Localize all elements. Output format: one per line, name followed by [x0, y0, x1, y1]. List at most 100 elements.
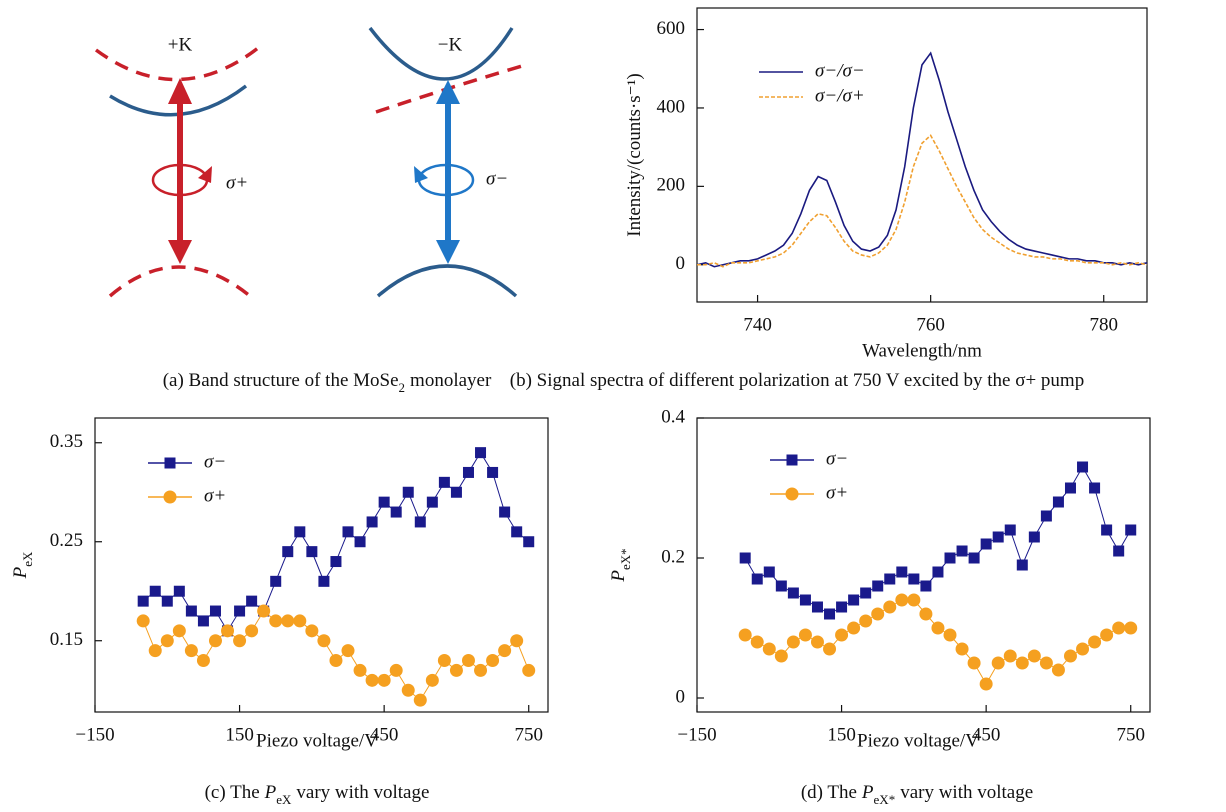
marker [1125, 524, 1137, 536]
y-axis-label-part: Intensity/(counts·s⁻¹) [624, 73, 645, 236]
marker [342, 526, 354, 538]
marker [920, 580, 932, 592]
marker [1028, 531, 1040, 543]
polarization-label: σ+ [226, 172, 248, 193]
connect-line [142, 451, 530, 632]
marker [221, 624, 235, 638]
marker [208, 634, 222, 648]
marker [1124, 621, 1138, 635]
marker [511, 526, 523, 538]
y-tick-label: 0.25 [50, 530, 83, 551]
marker [269, 614, 283, 628]
band-diagram [94, 26, 523, 298]
marker [233, 634, 247, 648]
marker [860, 587, 872, 599]
marker [799, 594, 811, 606]
caption: (b) Signal spectra of different polariza… [510, 370, 1084, 391]
y-tick-label: 0.35 [50, 431, 83, 452]
marker [378, 496, 390, 508]
marker [306, 546, 318, 558]
x-tick-label: 150 [225, 724, 254, 745]
marker [245, 624, 259, 638]
marker [907, 593, 921, 607]
marker [798, 628, 812, 642]
legend-label: σ+ [826, 482, 848, 503]
marker [354, 536, 366, 548]
marker [449, 663, 463, 677]
caption: (c) The PeX vary with voltage [205, 782, 430, 807]
caption-part: (c) The [205, 782, 260, 803]
legend-marker [164, 457, 176, 469]
plot-frame [94, 417, 549, 713]
marker [835, 628, 849, 642]
y-tick-label: 0 [676, 253, 686, 274]
marker [475, 447, 487, 459]
marker [823, 642, 837, 656]
marker [498, 644, 512, 658]
marker [414, 516, 426, 528]
marker [390, 506, 402, 518]
marker [209, 605, 221, 617]
x-axis-label: Wavelength/nm [862, 340, 982, 361]
marker [461, 654, 475, 668]
marker [991, 656, 1005, 670]
y-tick-label: 0.4 [661, 406, 685, 427]
marker [438, 476, 450, 488]
marker [413, 693, 427, 707]
marker [293, 614, 307, 628]
marker [992, 531, 1004, 543]
marker [486, 654, 500, 668]
marker [1052, 496, 1064, 508]
caption-part: vary with voltage [900, 782, 1033, 803]
marker [908, 573, 920, 585]
legend-label: σ− [204, 451, 226, 472]
marker [763, 566, 775, 578]
marker [136, 614, 150, 628]
caption-part: eX* [874, 792, 896, 807]
x-tick-label: 750 [514, 724, 543, 745]
marker [184, 644, 198, 658]
legend-marker [786, 454, 798, 466]
marker [173, 585, 185, 597]
legend-label: σ− [826, 448, 848, 469]
marker [185, 605, 197, 617]
marker [160, 634, 174, 648]
marker [196, 654, 210, 668]
marker [341, 644, 355, 658]
marker [1004, 524, 1016, 536]
marker [751, 573, 763, 585]
marker [847, 621, 861, 635]
marker [172, 624, 186, 638]
marker [450, 486, 462, 498]
marker [426, 496, 438, 508]
marker [1039, 656, 1053, 670]
y-tick-label: 0.2 [661, 546, 685, 567]
valley-label: −K [438, 34, 463, 55]
caption-part: P [861, 782, 874, 803]
marker [1100, 628, 1114, 642]
marker [257, 604, 271, 618]
marker [931, 621, 945, 635]
marker [1112, 621, 1126, 635]
marker [487, 466, 499, 478]
marker [330, 556, 342, 568]
marker [1088, 635, 1102, 649]
caption-part: (d) The [801, 782, 857, 803]
marker [510, 634, 524, 648]
band-curve [376, 264, 518, 298]
marker [739, 552, 751, 564]
caption: (a) Band structure of the MoSe2 monolayer [163, 370, 492, 395]
marker [389, 663, 403, 677]
band-curve [368, 26, 514, 81]
connect-line [744, 599, 1131, 686]
spectrum-line [696, 51, 1148, 268]
legend-label: σ−/σ− [815, 60, 865, 81]
marker [137, 595, 149, 607]
marker [944, 552, 956, 564]
band-curve [108, 265, 252, 298]
marker [1027, 649, 1041, 663]
plot-frame [696, 7, 1148, 303]
plot-frame [696, 417, 1151, 713]
marker [884, 573, 896, 585]
